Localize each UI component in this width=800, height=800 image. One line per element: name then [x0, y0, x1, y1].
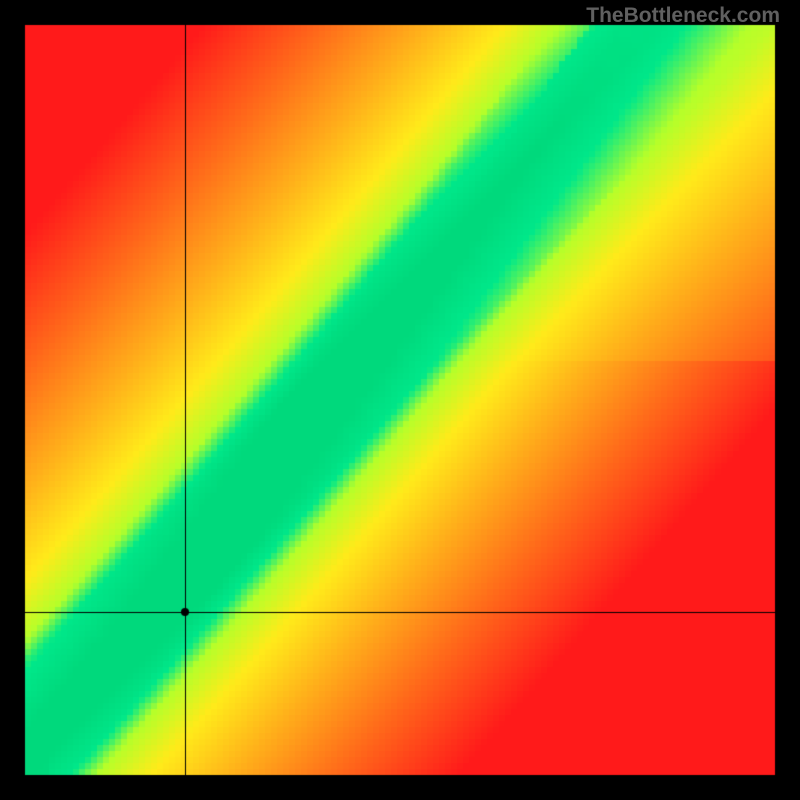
chart-container: TheBottleneck.com: [0, 0, 800, 800]
watermark-text: TheBottleneck.com: [586, 4, 780, 28]
bottleneck-heatmap: [0, 0, 800, 800]
